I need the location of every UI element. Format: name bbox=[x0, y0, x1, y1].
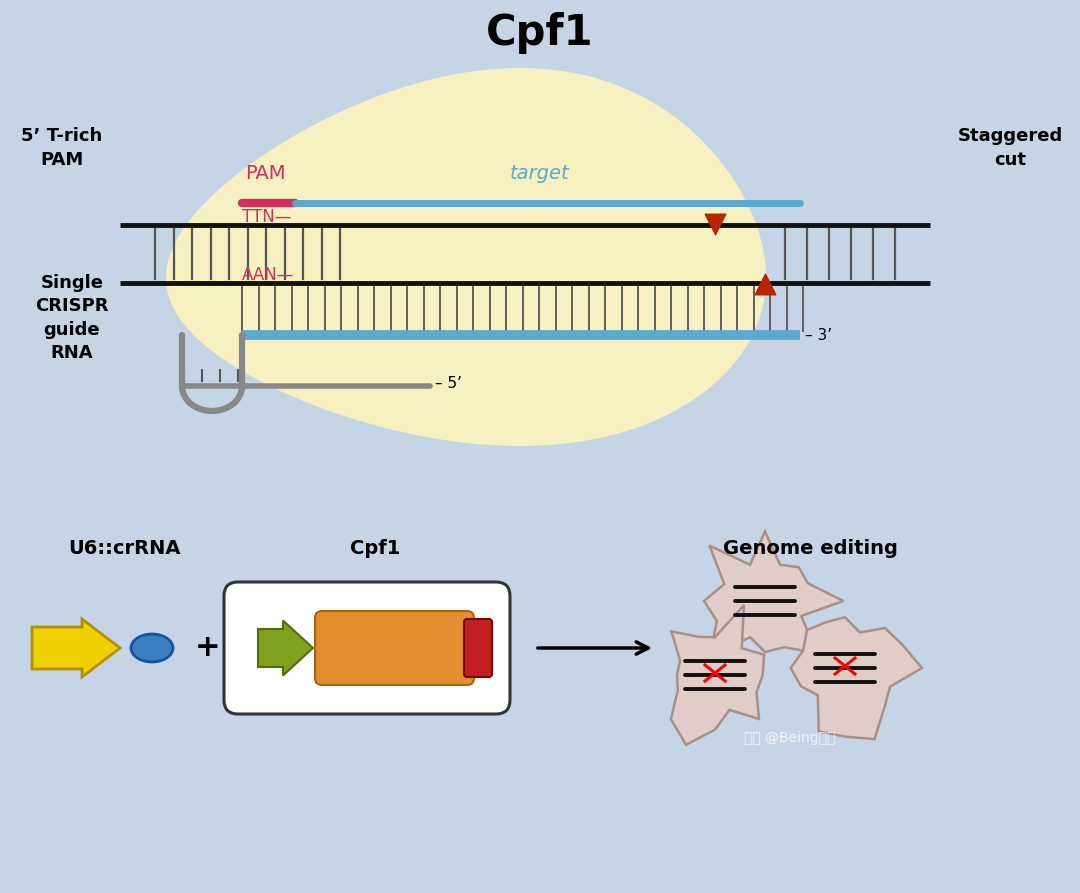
Text: target: target bbox=[510, 163, 570, 182]
Text: Staggered
cut: Staggered cut bbox=[957, 127, 1063, 169]
Point bbox=[756, 277, 773, 291]
FancyArrow shape bbox=[32, 619, 120, 677]
FancyArrow shape bbox=[258, 621, 313, 675]
Text: – 3’: – 3’ bbox=[805, 328, 832, 343]
Text: – 5’: – 5’ bbox=[435, 377, 462, 391]
Text: AAN—: AAN— bbox=[242, 266, 295, 284]
Text: 知乎 @Being科学: 知乎 @Being科学 bbox=[744, 731, 836, 745]
Text: Single
CRISPR
guide
RNA: Single CRISPR guide RNA bbox=[36, 273, 109, 363]
Text: PAM: PAM bbox=[245, 163, 285, 182]
Polygon shape bbox=[791, 617, 922, 739]
Ellipse shape bbox=[131, 634, 173, 662]
Polygon shape bbox=[166, 68, 766, 446]
Text: +: + bbox=[195, 633, 220, 663]
Point bbox=[706, 217, 724, 231]
Text: Cpf1: Cpf1 bbox=[486, 12, 594, 54]
FancyBboxPatch shape bbox=[224, 582, 510, 714]
Text: U6::crRNA: U6::crRNA bbox=[69, 538, 181, 557]
Text: 5’ T-rich
PAM: 5’ T-rich PAM bbox=[22, 127, 103, 169]
FancyBboxPatch shape bbox=[464, 619, 492, 677]
Text: TTN—: TTN— bbox=[242, 208, 292, 226]
Text: Cpf1: Cpf1 bbox=[350, 538, 401, 557]
FancyBboxPatch shape bbox=[315, 611, 474, 685]
Text: Genome editing: Genome editing bbox=[723, 538, 897, 557]
Polygon shape bbox=[704, 531, 843, 656]
Polygon shape bbox=[671, 605, 765, 745]
